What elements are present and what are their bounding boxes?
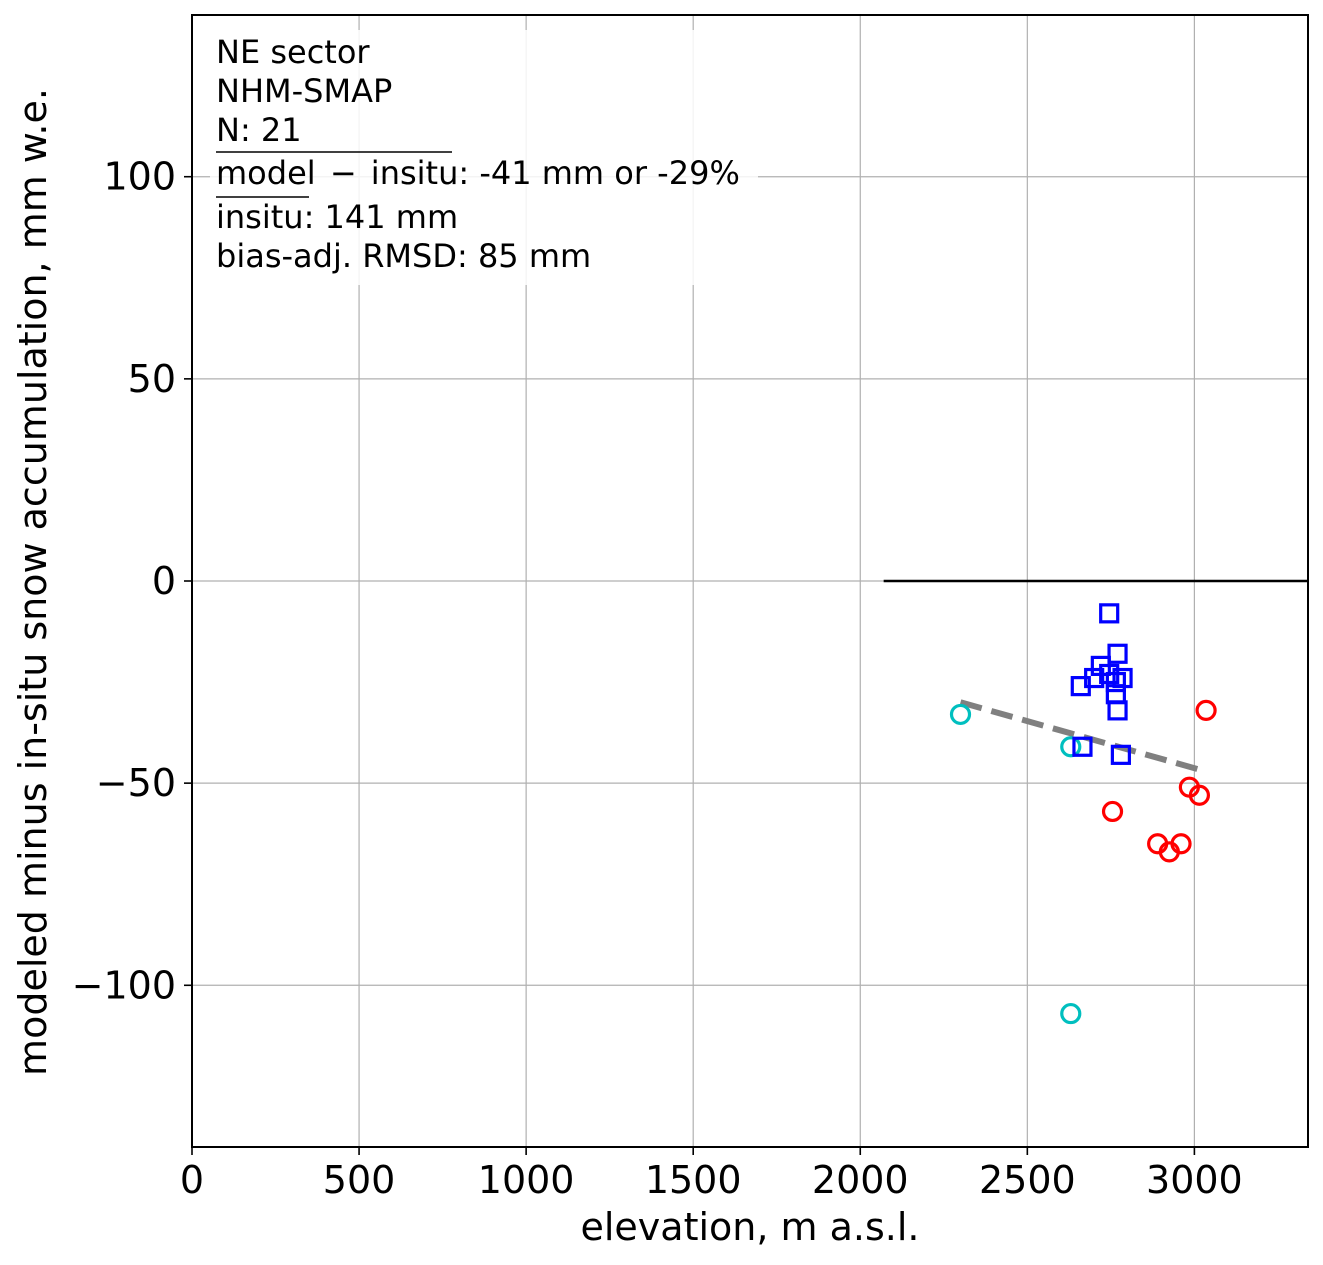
annotation-n: N: 21 [216, 111, 302, 149]
data-point-square [1105, 684, 1126, 705]
data-points [949, 603, 1217, 1025]
annotation-difference: model − insitu: -41 mm or -29% [216, 154, 740, 192]
annotation-sector: NE sector [216, 33, 370, 71]
y-tick-label: −50 [96, 761, 176, 805]
data-point-circle [1188, 784, 1211, 806]
trend-line [959, 699, 1206, 774]
data-point-square [1107, 700, 1128, 721]
x-tick-label: 2500 [979, 1158, 1076, 1202]
x-tick-label: 2000 [812, 1158, 909, 1202]
y-axis-label: modeled minus in-situ snow accumulation,… [11, 88, 55, 1076]
data-point-circle [1158, 841, 1180, 863]
x-tick-label: 0 [180, 1158, 204, 1202]
data-point-square [1105, 671, 1126, 693]
annotation-mean: insitu: 141 mm [216, 198, 458, 236]
annotation-diff-minus: − [330, 154, 357, 192]
annotation-mean-insitu: insitu [216, 198, 304, 236]
annotation-diff-insitu: insitu [371, 154, 459, 192]
data-point-square [1107, 643, 1128, 664]
x-axis-label: elevation, m a.s.l. [580, 1205, 919, 1249]
x-tick-label: 3000 [1146, 1158, 1243, 1202]
data-point-circle [1101, 800, 1124, 823]
x-tick-label: 1500 [645, 1158, 742, 1202]
data-point-square [1070, 676, 1091, 697]
data-point-circle [1195, 699, 1217, 721]
annotation-model: NHM-SMAP [216, 72, 392, 110]
y-tick-label: 100 [103, 155, 176, 199]
annotation-box [210, 30, 758, 285]
annotation-mean-value: : 141 mm [304, 198, 459, 236]
y-tick-label: 50 [128, 357, 176, 401]
annotation-diff-value: : -41 mm or -29% [458, 154, 739, 192]
data-point-circle [1060, 1002, 1082, 1025]
data-point-circle [949, 703, 972, 726]
y-tick-label: −100 [72, 963, 176, 1007]
data-point-square [1072, 736, 1093, 757]
data-point-square [1099, 603, 1120, 624]
x-tick-label: 1000 [478, 1158, 575, 1202]
data-point-square [1110, 744, 1131, 765]
annotation-diff-model: model [216, 154, 316, 192]
data-point-circle [1060, 736, 1082, 758]
plot-frame [191, 14, 1309, 1148]
annotation-rmsd: bias-adj. RMSD: 85 mm [216, 237, 591, 275]
x-tick-label: 500 [323, 1158, 396, 1202]
reference-lines [883, 579, 1308, 774]
y-tick-label: 0 [152, 559, 176, 603]
